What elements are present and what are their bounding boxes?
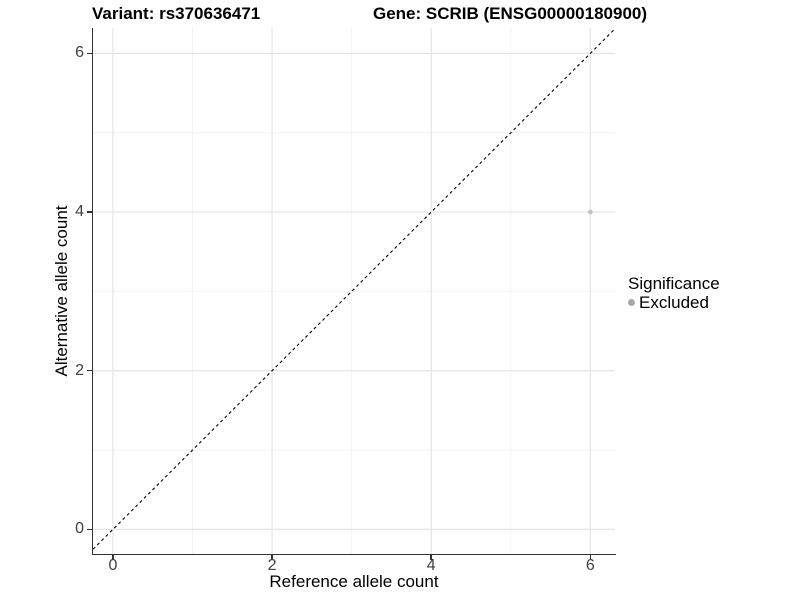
plot-panel [93,28,615,554]
plot-title-gene: Gene: SCRIB (ENSG00000180900) [373,4,648,23]
y-axis-title: Alternative allele count [52,205,71,377]
legend-title: Significance [628,274,720,293]
x-axis-line [91,553,616,555]
y-axis-tick [87,211,92,213]
legend-item-label: Excluded [639,293,709,312]
y-axis-tick [87,528,92,531]
data-point [587,209,593,215]
y-axis-tick-label: 6 [75,44,84,62]
legend: Significance Excluded [628,275,720,311]
y-axis-tick [87,52,92,55]
x-axis-tick-label: 0 [108,557,118,574]
x-axis-tick [271,555,273,560]
x-axis-tick-label: 6 [585,557,595,574]
y-axis-line [91,28,93,555]
x-axis-tick [112,555,114,560]
x-axis-tick-label: 2 [267,557,277,574]
y-axis-tick-label: 0 [75,520,84,538]
legend-point-icon [628,299,635,306]
identity-reference-line [93,28,615,550]
y-axis-tick-label: 2 [75,361,84,379]
y-axis-tick [87,369,92,372]
plot-canvas [93,28,615,554]
x-axis-title: Reference allele count [269,572,439,591]
x-axis-tick-label: 4 [426,557,436,574]
legend-item-excluded: Excluded [628,294,720,311]
x-axis-tick [430,555,432,560]
plot-title-variant: Variant: rs370636471 [92,4,261,23]
x-axis-tick [589,555,592,560]
y-axis-tick-label: 4 [75,203,84,221]
